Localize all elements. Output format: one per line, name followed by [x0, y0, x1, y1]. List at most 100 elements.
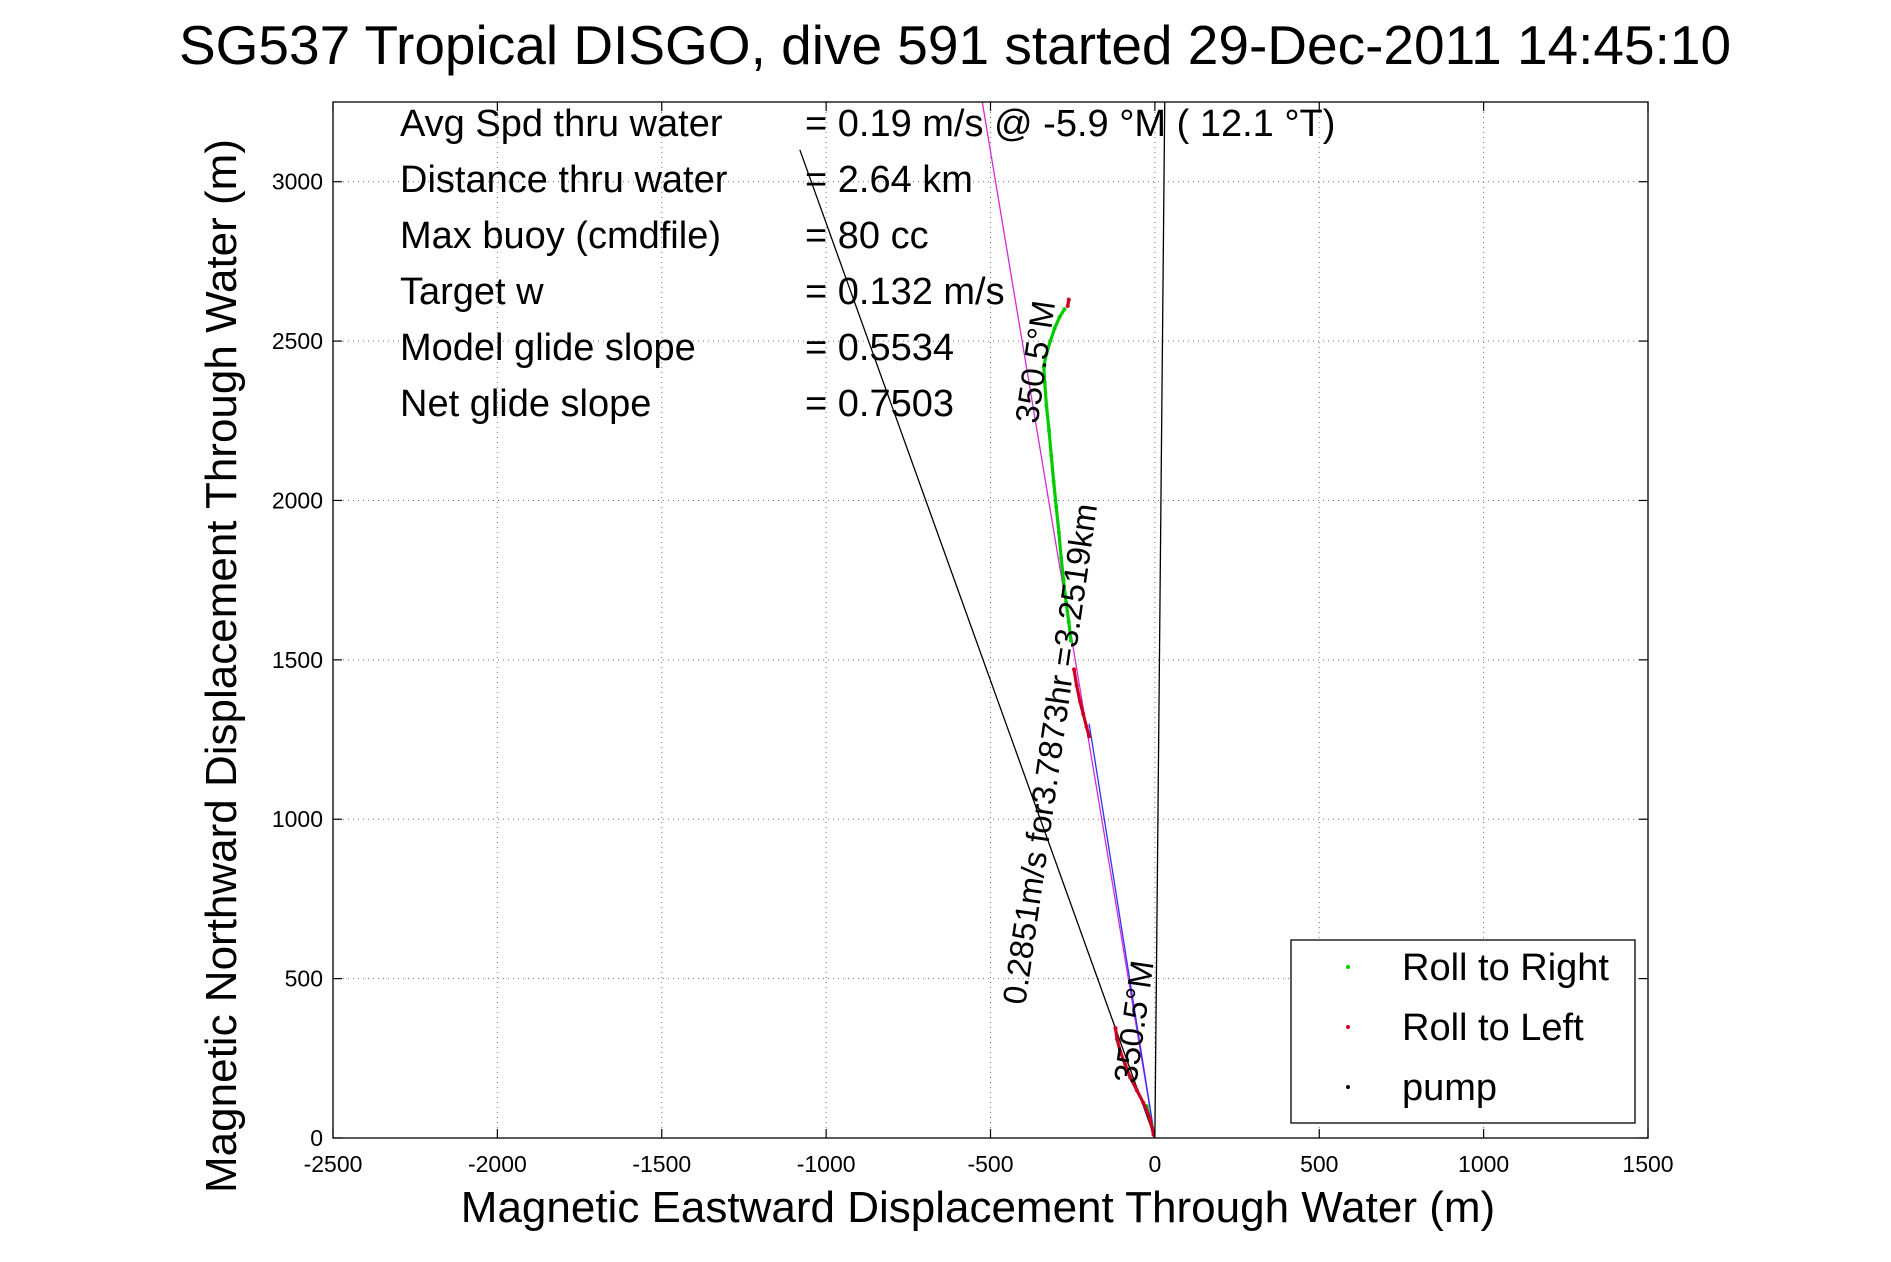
track-segment: [1061, 578, 1068, 605]
track-segment: [1135, 1088, 1145, 1105]
track-segment: [1078, 699, 1085, 716]
dive-track-line: [1088, 723, 1156, 1139]
data-point: [1118, 1049, 1123, 1054]
track-segment: [1115, 1037, 1122, 1054]
x-tick-label: 0: [1148, 1151, 1161, 1177]
data-point: [1047, 428, 1052, 433]
stats-block: Avg Spd thru water = 0.19 m/s @ -5.9 °M (…: [400, 103, 1335, 425]
data-point: [1059, 555, 1064, 560]
data-point: [1051, 479, 1056, 484]
x-tick-label: -1000: [797, 1151, 856, 1177]
data-point: [1084, 724, 1089, 729]
data-point: [1066, 297, 1071, 302]
track-segment: [1043, 380, 1048, 407]
legend-entry: pump: [1402, 1067, 1497, 1109]
stat-value: = 0.132 m/s: [805, 271, 1005, 313]
track-segment: [1064, 600, 1071, 624]
data-point: [1072, 667, 1077, 672]
track-segment: [1067, 619, 1073, 643]
track-segment: [1123, 1063, 1132, 1080]
track-segment: [1141, 1101, 1152, 1121]
track-segment: [1054, 505, 1061, 534]
data-point: [1062, 307, 1067, 312]
track-segment: [1059, 556, 1066, 582]
track-segment: [1049, 454, 1056, 483]
stat-value: = 0.7503: [805, 383, 954, 425]
y-tick-label: 500: [285, 966, 323, 992]
data-point: [1113, 1026, 1118, 1031]
data-point: [1115, 1037, 1120, 1042]
x-tick-label: 1000: [1458, 1151, 1509, 1177]
data-point: [1041, 364, 1046, 369]
track-segment: [1072, 667, 1079, 687]
y-tick-label: 2500: [272, 328, 323, 354]
data-point: [1123, 1062, 1128, 1067]
y-tick-label: 0: [310, 1125, 323, 1151]
x-tick-label: 500: [1300, 1151, 1338, 1177]
y-axis-label: Magnetic Northward Displacement Through …: [197, 139, 246, 1193]
stat-label: Distance thru water: [400, 159, 728, 201]
data-point: [1134, 1088, 1139, 1093]
x-tick-label: -2500: [304, 1151, 363, 1177]
track-segment: [1048, 326, 1057, 343]
data-point: [1074, 683, 1079, 688]
data-point: [1081, 712, 1086, 717]
legend-entry: Roll to Right: [1402, 947, 1609, 989]
stat-label: Max buoy (cmdfile): [400, 215, 721, 257]
track-segment: [1044, 403, 1051, 432]
data-point: [1066, 619, 1071, 624]
x-tick-label: -2000: [468, 1151, 527, 1177]
legend: Roll to Right Roll to Left pump: [1290, 939, 1636, 1124]
stat-label: Net glide slope: [400, 383, 651, 425]
track-segment: [1047, 428, 1053, 458]
x-axis-label: Magnetic Eastward Displacement Through W…: [461, 1183, 1495, 1232]
track-segment: [1075, 683, 1082, 703]
current-line: [1154, 101, 1166, 1139]
x-tick-label: -1500: [632, 1151, 691, 1177]
track-segment: [1044, 339, 1052, 356]
data-point: [1147, 1116, 1152, 1121]
data-point: [1064, 600, 1069, 605]
y-tick-label: 3000: [272, 169, 323, 195]
data-point: [1128, 1075, 1133, 1080]
y-tick-label: 2000: [272, 487, 323, 513]
stat-label: Avg Spd thru water: [400, 103, 723, 145]
track-segment: [1042, 364, 1047, 385]
data-point: [1044, 351, 1049, 356]
legend-marker: [1346, 1085, 1350, 1089]
track-segment: [1053, 315, 1062, 330]
y-tick-label: 1000: [272, 806, 323, 832]
data-point: [1069, 638, 1074, 643]
data-point: [1141, 1100, 1146, 1105]
stat-value: = 0.19 m/s @ -5.9 °M ( 12.1 °T): [805, 103, 1335, 145]
data-point: [1057, 315, 1062, 320]
data-point: [1044, 402, 1049, 407]
data-point: [1048, 339, 1053, 344]
data-point: [1065, 304, 1070, 309]
stat-value: = 0.5534: [805, 327, 954, 369]
data-series: [1041, 297, 1156, 1137]
stat-value: = 2.64 km: [805, 159, 973, 201]
series-roll-to-left: [1065, 297, 1156, 1137]
data-point: [1061, 578, 1066, 583]
track-segment: [1081, 712, 1089, 729]
stat-label: Target w: [400, 271, 544, 313]
stat-label: Model glide slope: [400, 327, 696, 369]
legend-box: [1290, 939, 1636, 1124]
chart-title: SG537 Tropical DISGO, dive 591 started 2…: [179, 14, 1731, 76]
stat-value: = 80 cc: [805, 215, 929, 257]
x-tick-label: -500: [967, 1151, 1013, 1177]
data-point: [1087, 734, 1092, 739]
data-point: [1056, 530, 1061, 535]
track-segment: [1118, 1050, 1127, 1067]
data-point: [1049, 453, 1054, 458]
y-tick-label: 1500: [272, 647, 323, 673]
data-point: [1042, 380, 1047, 385]
track-segment: [1128, 1075, 1139, 1092]
legend-marker: [1346, 965, 1350, 969]
track-segment: [1148, 1117, 1156, 1137]
data-point: [1077, 699, 1082, 704]
legend-entry: Roll to Left: [1402, 1007, 1584, 1049]
data-point: [1054, 504, 1059, 509]
